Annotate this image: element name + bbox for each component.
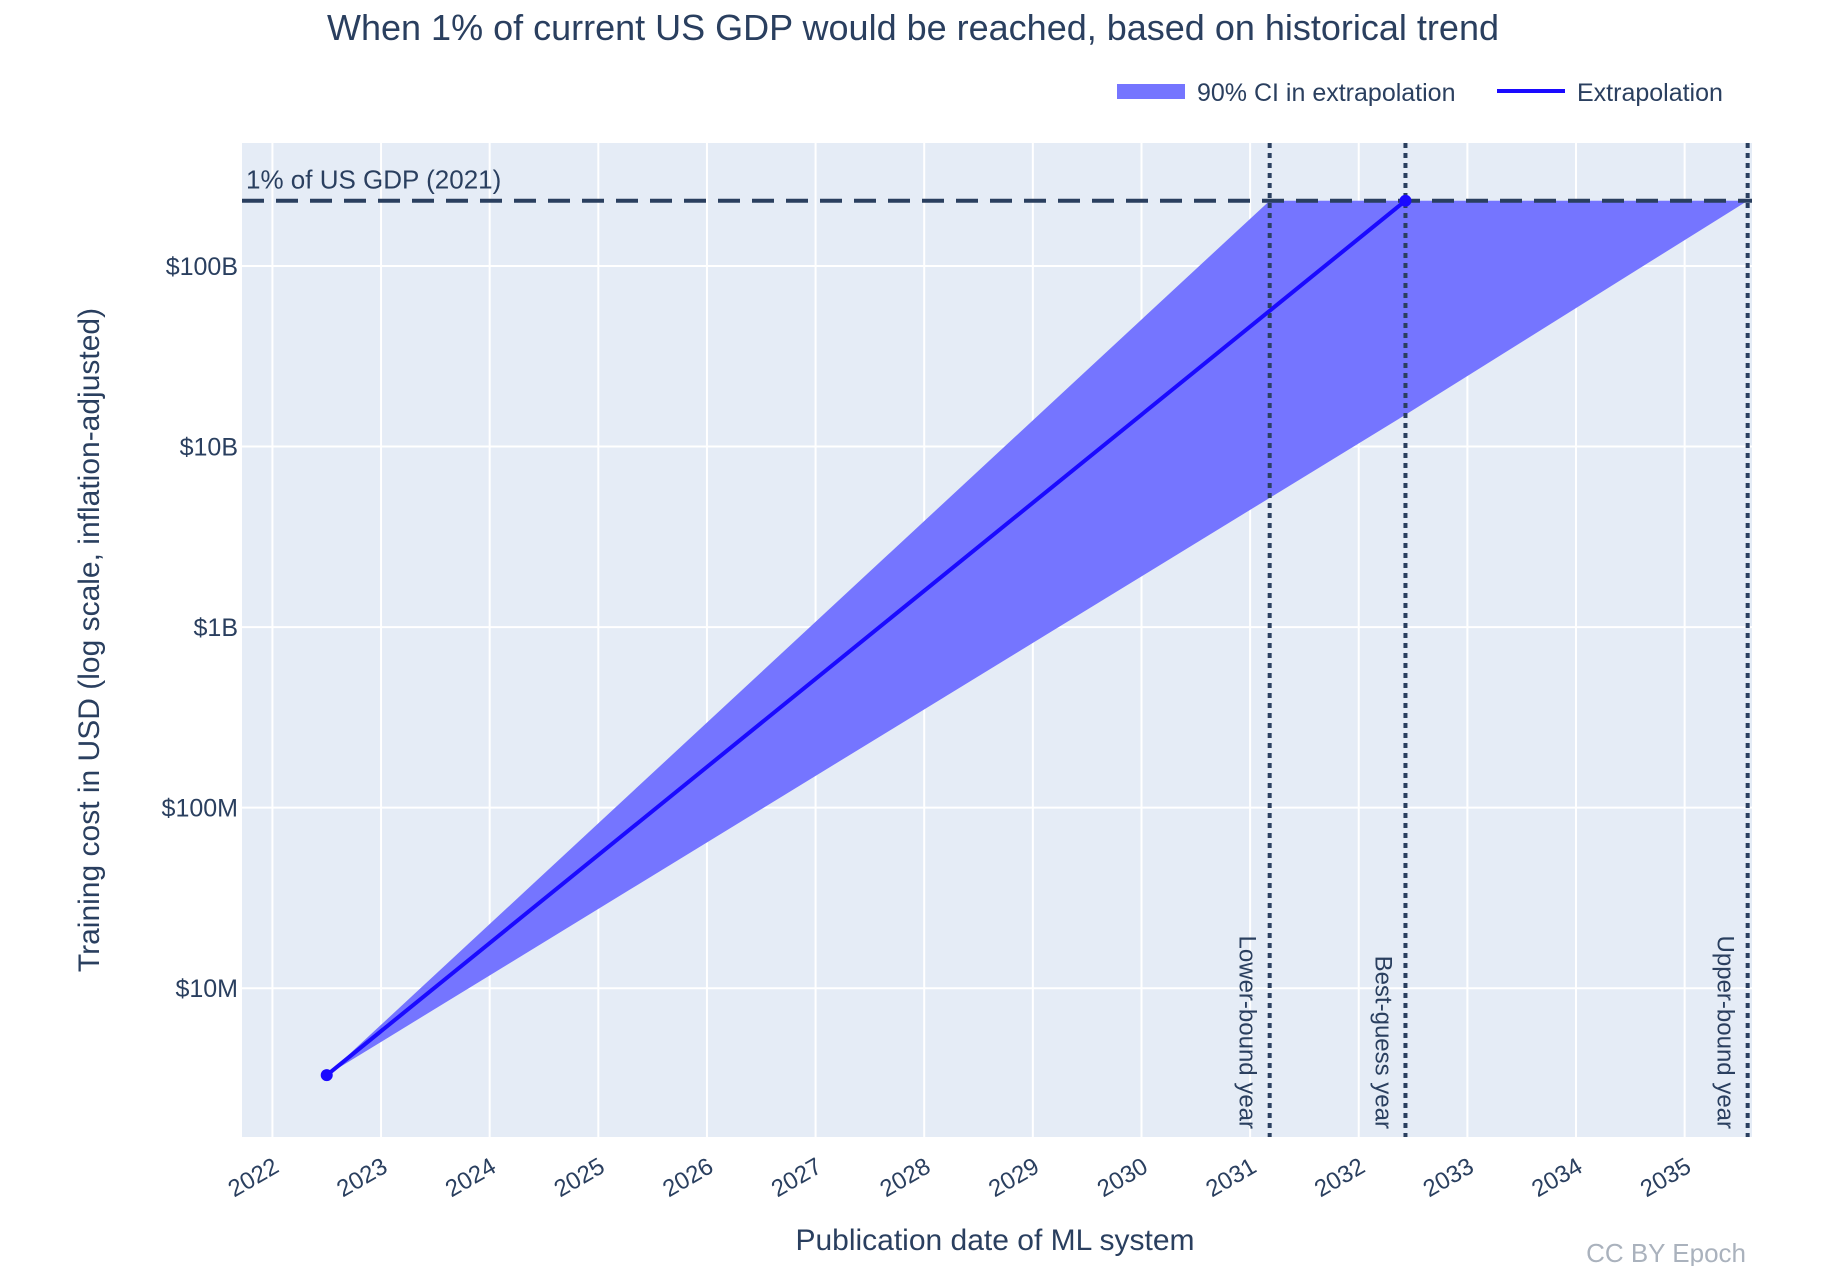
- x-axis-label: Publication date of ML system: [795, 1224, 1194, 1257]
- credit-text: CC BY Epoch: [1586, 1238, 1746, 1266]
- year-reference-label: Upper-bound year: [1712, 936, 1739, 1129]
- y-tick-labels: $10M $100M $1B $10B $100B: [162, 253, 238, 1003]
- extrapolation-point: [1399, 194, 1412, 207]
- year-reference-label: Best-guess year: [1369, 956, 1396, 1129]
- legend: 90% CI in extrapolation Extrapolation: [1117, 79, 1723, 107]
- y-tick-label: $100B: [166, 253, 238, 281]
- y-tick-label: $100M: [162, 795, 238, 823]
- y-tick-label: $10B: [180, 434, 238, 462]
- y-gridlines: [242, 265, 1752, 990]
- ci-band: [326, 200, 1748, 1076]
- extrapolation-series: [320, 194, 1412, 1082]
- chart-title: When 1% of current US GDP would be reach…: [327, 7, 1499, 48]
- legend-band-label: 90% CI in extrapolation: [1197, 79, 1455, 107]
- y-tick-label: $1B: [194, 614, 238, 642]
- legend-band-swatch: [1117, 84, 1185, 99]
- gdp-reference-label: 1% of US GDP (2021): [246, 165, 501, 195]
- extrapolation-line: [325, 199, 1407, 1077]
- year-reference-label: Lower-bound year: [1234, 936, 1261, 1129]
- y-tick-label: $10M: [175, 975, 238, 1003]
- legend-line-label: Extrapolation: [1577, 79, 1723, 107]
- y-axis-label: Training cost in USD (log scale, inflati…: [73, 308, 106, 972]
- year-reference-lines: Lower-bound year Best-guess year Upper-bou…: [1234, 143, 1750, 1137]
- extrapolation-point: [320, 1069, 333, 1082]
